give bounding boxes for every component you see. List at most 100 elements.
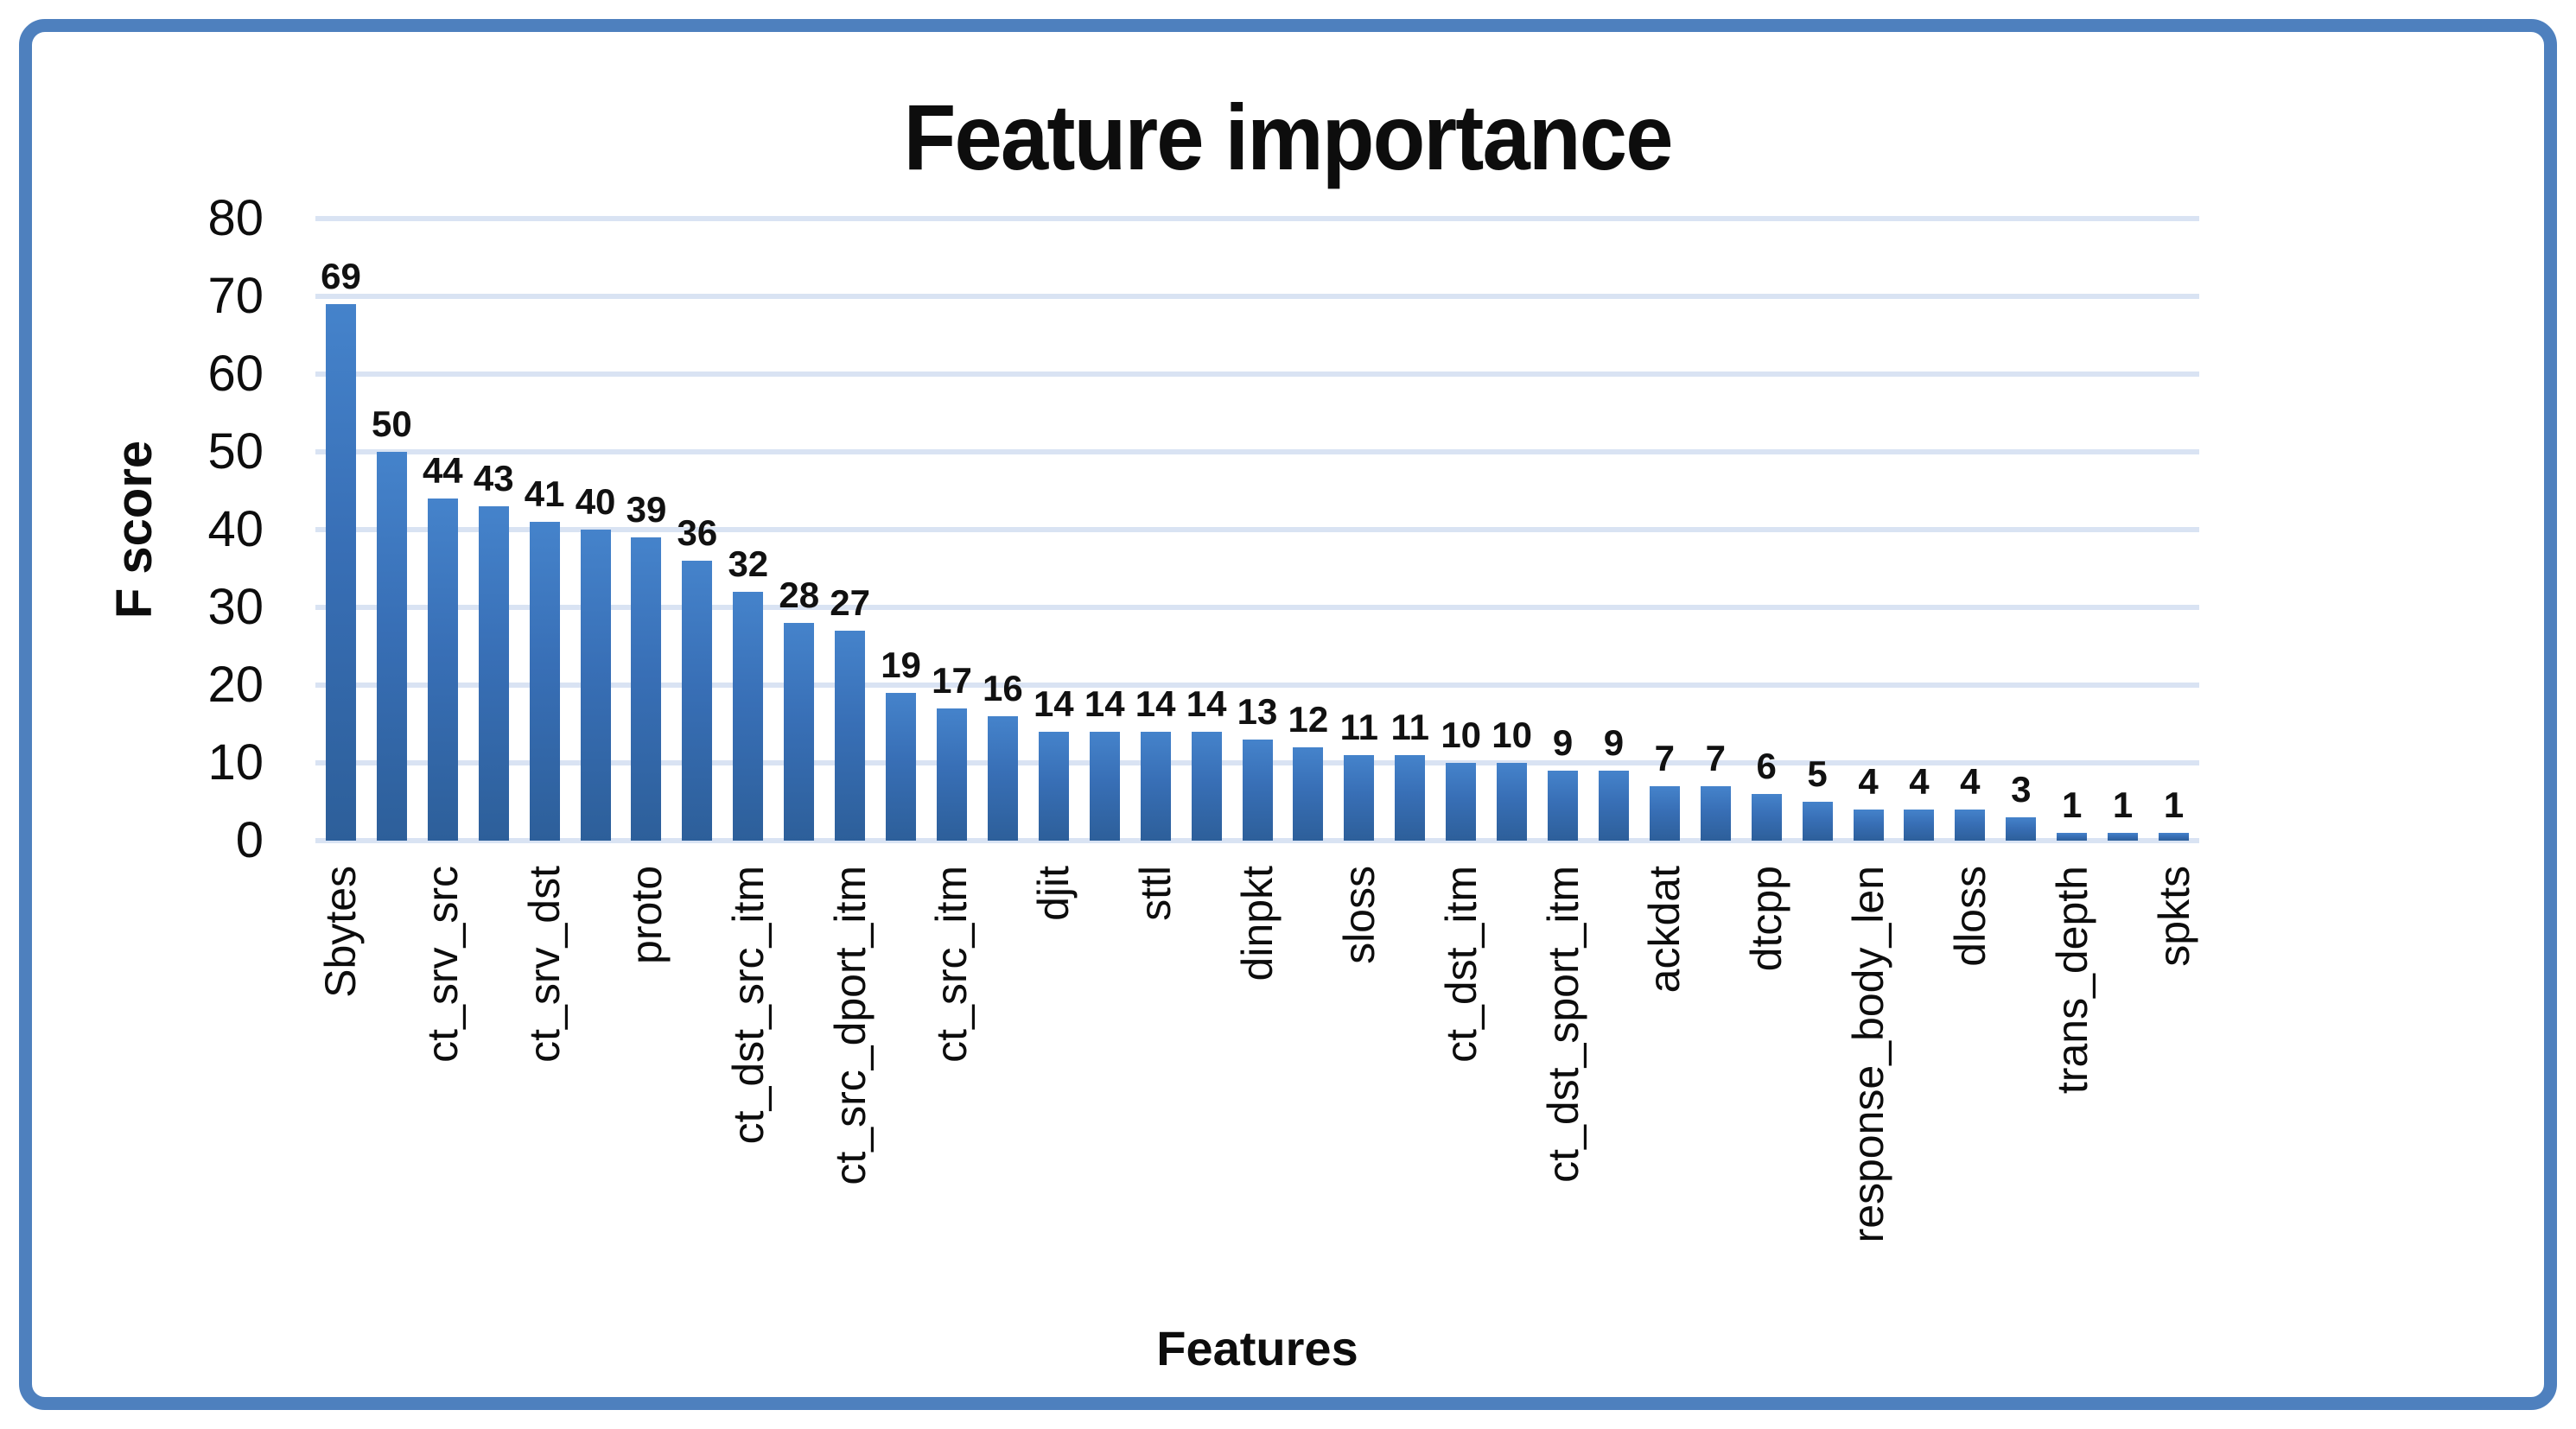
bar	[1904, 810, 1935, 841]
bar	[325, 304, 356, 841]
bar	[580, 530, 611, 841]
gridline	[315, 449, 2199, 454]
x-tick-label: ct_srv_dst	[520, 866, 569, 1063]
bar-value-label: 4	[1858, 761, 1879, 802]
bar-value-label: 14	[1084, 683, 1125, 724]
bar	[1497, 763, 1528, 841]
bar	[1700, 786, 1731, 841]
x-tick-label: ct_dst_sport_itm	[1538, 866, 1587, 1183]
x-axis-title: Features	[1156, 1321, 1358, 1375]
bar-value-label: 10	[1441, 714, 1482, 755]
bar-value-label: 14	[1033, 683, 1074, 724]
x-tick-label: sloss	[1334, 866, 1383, 964]
x-tick-label: ct_srv_src	[418, 866, 467, 1063]
x-tick-label: dtcpp	[1742, 866, 1791, 972]
bar-value-label: 43	[473, 458, 514, 499]
bar-value-label: 1	[2062, 784, 2083, 825]
y-tick-label: 60	[207, 346, 264, 402]
x-tick-label: proto	[621, 866, 671, 964]
bar-value-label: 10	[1492, 714, 1532, 755]
bar-value-label: 19	[881, 645, 921, 685]
y-tick-label: 20	[207, 657, 264, 713]
y-tick-label: 50	[207, 423, 264, 480]
gridline	[315, 527, 2199, 532]
bar	[1038, 732, 1069, 841]
bar-value-label: 40	[575, 481, 616, 522]
bar	[376, 452, 407, 841]
bar	[1446, 763, 1477, 841]
x-tick-label: sttl	[1131, 866, 1180, 921]
bar-value-label: 69	[321, 256, 361, 296]
bar-value-label: 41	[524, 473, 565, 514]
bar	[2006, 817, 2037, 841]
bar	[2108, 833, 2139, 841]
bar	[1293, 747, 1324, 841]
y-tick-label: 10	[207, 734, 264, 791]
y-tick-label: 30	[207, 579, 264, 635]
bar-value-label: 6	[1756, 746, 1777, 786]
bar-value-label: 1	[2163, 784, 2185, 825]
bar	[886, 693, 917, 841]
bar	[1955, 810, 1986, 841]
gridline	[315, 216, 2199, 221]
bar	[631, 537, 662, 841]
bar-value-label: 3	[2011, 769, 2032, 810]
x-tick-label: ct_dst_itm	[1436, 866, 1485, 1063]
bar	[1089, 732, 1120, 841]
bar	[1548, 771, 1578, 841]
bar	[936, 708, 967, 841]
y-tick-label: 80	[207, 190, 264, 246]
bar	[682, 561, 713, 841]
bar	[1853, 810, 1884, 841]
bar	[478, 506, 509, 841]
bar-value-label: 27	[830, 582, 870, 623]
y-tick-label: 40	[207, 501, 264, 557]
bar-value-label: 16	[983, 668, 1023, 708]
gridline	[315, 294, 2199, 299]
bar	[529, 522, 560, 841]
bar	[1140, 732, 1171, 841]
bar-value-label: 28	[779, 575, 820, 615]
x-tick-label: djit	[1029, 866, 1078, 921]
x-tick-label: trans_depth	[2047, 866, 2096, 1095]
chart-title: Feature importance	[0, 83, 2576, 191]
bar-value-label: 36	[677, 512, 718, 553]
bar	[427, 499, 458, 841]
gridline	[315, 605, 2199, 610]
x-tick-label: dloss	[1945, 866, 1994, 967]
bar-value-label: 4	[1960, 761, 1981, 802]
chart-title-text: Feature importance	[904, 85, 1674, 189]
bar	[987, 716, 1018, 841]
bar	[1751, 794, 1782, 841]
bar	[2057, 833, 2088, 841]
bar	[1802, 802, 1833, 841]
bar	[1649, 786, 1680, 841]
y-tick-label: 70	[207, 268, 264, 324]
y-tick-label: 0	[235, 812, 264, 868]
x-tick-label: spkts	[2149, 866, 2198, 967]
bar-value-label: 17	[932, 660, 972, 701]
x-tick-label: Sbytes	[316, 866, 366, 998]
bar	[1598, 771, 1629, 841]
bar-value-label: 39	[626, 489, 667, 530]
bar	[1242, 740, 1273, 841]
x-tick-label: dinpkt	[1233, 866, 1282, 981]
bar	[835, 631, 866, 841]
x-tick-label: ct_dst_src_itm	[723, 866, 773, 1145]
bar-value-label: 14	[1186, 683, 1227, 724]
bar	[733, 592, 764, 841]
bar	[1191, 732, 1222, 841]
x-tick-label: ackdat	[1640, 866, 1689, 994]
bar-value-label: 12	[1288, 699, 1329, 740]
bar-value-label: 50	[372, 403, 412, 444]
bar	[1344, 755, 1375, 841]
bar	[2159, 833, 2190, 841]
bar-value-label: 7	[1654, 738, 1676, 778]
x-tick-label: ct_src_dport_itm	[825, 866, 875, 1185]
gridline	[315, 838, 2199, 843]
plot-area: 69 50 44 43 41 40 39 36 32 28 27 19 17 16 14 14 14 14 13 12…	[315, 216, 2199, 843]
bar-value-label: 4	[1909, 761, 1930, 802]
bar-value-label: 7	[1705, 738, 1726, 778]
bar-value-label: 11	[1390, 707, 1429, 747]
bar-value-label: 1	[2112, 784, 2134, 825]
